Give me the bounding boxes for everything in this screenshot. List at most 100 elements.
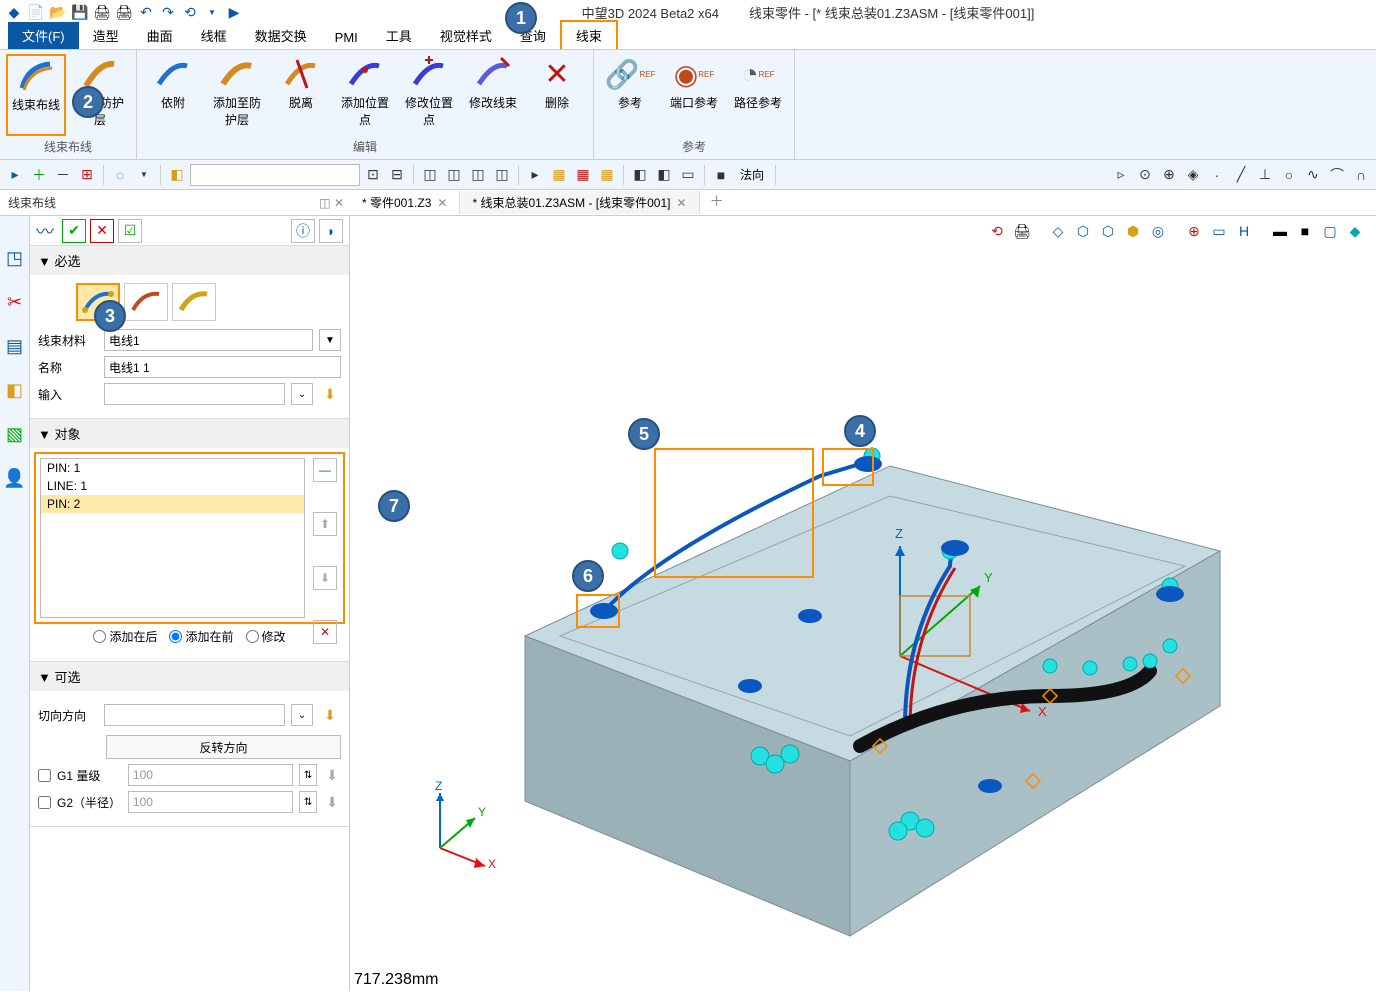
side-scissor-icon[interactable]: ✂ — [3, 290, 27, 314]
lasso-icon[interactable]: ◌ — [109, 164, 131, 186]
redo-icon[interactable]: ↷ — [158, 2, 178, 22]
tab-modeling[interactable]: 造型 — [79, 22, 133, 49]
apply-button[interactable]: ☑ — [118, 219, 142, 243]
tab-exchange[interactable]: 数据交换 — [241, 22, 321, 49]
tab-surface[interactable]: 曲面 — [133, 22, 187, 49]
radio-modify[interactable]: 修改 — [246, 628, 286, 645]
g2-extra-icon[interactable]: ⬇ — [323, 791, 341, 813]
print-setup-icon[interactable]: 🖨 — [114, 2, 134, 22]
r3-icon[interactable]: ⊕ — [1158, 164, 1180, 186]
input-expand[interactable]: ⌄ — [291, 383, 313, 405]
material-dropdown[interactable]: ▼ — [319, 329, 341, 351]
side-box-icon[interactable]: ◧ — [3, 378, 27, 402]
side-layers-icon[interactable]: ▤ — [3, 334, 27, 358]
t6-icon[interactable]: ◫ — [491, 164, 513, 186]
select-icon[interactable]: ▸ — [4, 164, 26, 186]
vp-h-icon[interactable]: H — [1233, 220, 1255, 242]
side-cube-icon[interactable]: ◳ — [3, 246, 27, 270]
material-input[interactable] — [104, 329, 313, 351]
r11-icon[interactable]: ∩ — [1350, 164, 1372, 186]
tab-harness[interactable]: 线束 — [560, 20, 618, 49]
reverse-button[interactable]: 反转方向 — [106, 735, 341, 759]
vp-screen-icon[interactable]: ▬ — [1269, 220, 1291, 242]
g1-extra-icon[interactable]: ⬇ — [323, 764, 341, 786]
btn-port-ref[interactable]: ◉REF端口参考 — [664, 54, 724, 136]
name-input[interactable] — [104, 356, 341, 378]
close-icon[interactable]: ✕ — [437, 196, 447, 210]
clear-button[interactable]: ✕ — [313, 620, 337, 644]
tab-file[interactable]: 文件(F) — [8, 22, 79, 49]
btn-add-cover[interactable]: 添加至防护层 — [207, 54, 267, 136]
list-item[interactable]: PIN: 2 — [41, 495, 304, 513]
filter-combo[interactable] — [190, 164, 360, 186]
ok-button[interactable]: ✔ — [62, 219, 86, 243]
close-icon[interactable]: ✕ — [677, 196, 687, 210]
vp-win-icon[interactable]: ▭ — [1208, 220, 1230, 242]
vp-cube1-icon[interactable]: ⬡ — [1072, 220, 1094, 242]
cancel-button[interactable]: ✕ — [90, 219, 114, 243]
open-icon[interactable]: 📂 — [48, 2, 68, 22]
tab-wireframe[interactable]: 线框 — [187, 22, 241, 49]
print-icon[interactable]: 🖨 — [92, 2, 112, 22]
t5-icon[interactable]: ◫ — [467, 164, 489, 186]
tangent-pick-icon[interactable]: ⬇ — [319, 704, 341, 726]
vp-blue-icon[interactable]: ▢ — [1319, 220, 1341, 242]
r10-icon[interactable]: ⌒ — [1326, 164, 1348, 186]
tangent-expand[interactable]: ⌄ — [291, 704, 313, 726]
btn-attach[interactable]: 依附 — [143, 54, 203, 136]
vp-cube3-icon[interactable]: ⬢ — [1122, 220, 1144, 242]
minus-icon[interactable]: － — [52, 164, 74, 186]
tab-pmi[interactable]: PMI — [321, 26, 372, 49]
t13-icon[interactable]: ▭ — [677, 164, 699, 186]
t9-icon[interactable]: ▦ — [572, 164, 594, 186]
save-icon[interactable]: 💾 — [70, 2, 90, 22]
new-icon[interactable]: 📄 — [26, 2, 46, 22]
t2-icon[interactable]: ⊟ — [386, 164, 408, 186]
vp-plane-icon[interactable]: ◇ — [1047, 220, 1069, 242]
tab-visual[interactable]: 视觉样式 — [426, 22, 506, 49]
input-pick-icon[interactable]: ⬇ — [319, 383, 341, 405]
r7-icon[interactable]: ⊥ — [1254, 164, 1276, 186]
vp-black-icon[interactable]: ■ — [1294, 220, 1316, 242]
object-list[interactable]: PIN: 1 LINE: 1 PIN: 2 — [40, 458, 305, 618]
play-icon[interactable]: ▶ — [224, 2, 244, 22]
side-user-icon[interactable]: 👤 — [3, 466, 27, 490]
doc-tab-part[interactable]: * 零件001.Z3 ✕ — [350, 191, 460, 214]
mode-bundle[interactable] — [124, 283, 168, 321]
plus-icon[interactable]: ＋ — [28, 164, 50, 186]
down-button[interactable]: ⬇ — [313, 566, 337, 590]
section-head-optional[interactable]: ▼ 可选 — [30, 662, 349, 691]
g2-input[interactable] — [128, 791, 293, 813]
t10-icon[interactable]: ▦ — [596, 164, 618, 186]
vp-home-icon[interactable]: ⟲ — [986, 220, 1008, 242]
t1-icon[interactable]: ⊡ — [362, 164, 384, 186]
new-tab-button[interactable]: ＋ — [700, 191, 734, 214]
dd-icon[interactable]: ▼ — [202, 2, 222, 22]
g1-spinner[interactable]: ⇅ — [299, 764, 317, 786]
viewport-3d[interactable]: ⟲ 🖨 ◇ ⬡ ⬡ ⬢ ◎ ⊕ ▭ H ▬ ■ ▢ ◆ — [350, 216, 1376, 991]
btn-delete[interactable]: ✕删除 — [527, 54, 587, 136]
r5-icon[interactable]: · — [1206, 164, 1228, 186]
t4-icon[interactable]: ◫ — [443, 164, 465, 186]
pin-button[interactable]: ◗ — [319, 219, 343, 243]
info-button[interactable]: ⓘ — [291, 219, 315, 243]
radio-before[interactable]: 添加在前 — [169, 628, 233, 645]
g2-spinner[interactable]: ⇅ — [299, 791, 317, 813]
btn-ref[interactable]: 🔗REF参考 — [600, 54, 660, 136]
vp-cube2-icon[interactable]: ⬡ — [1097, 220, 1119, 242]
r9-icon[interactable]: ∿ — [1302, 164, 1324, 186]
r1-icon[interactable]: ▹ — [1110, 164, 1132, 186]
g1-input[interactable] — [128, 764, 293, 786]
t3-icon[interactable]: ◫ — [419, 164, 441, 186]
undo-icon[interactable]: ↶ — [136, 2, 156, 22]
t7-icon[interactable]: ▸ — [524, 164, 546, 186]
vp-print-icon[interactable]: 🖨 — [1011, 220, 1033, 242]
up-button[interactable]: ⬆ — [313, 512, 337, 536]
cube-icon[interactable]: ◧ — [166, 164, 188, 186]
radio-after[interactable]: 添加在后 — [93, 628, 157, 645]
doc-tab-asm[interactable]: * 线束总装01.Z3ASM - [线束零件001] ✕ — [460, 191, 699, 214]
dd2-icon[interactable]: ▼ — [133, 164, 155, 186]
r6-icon[interactable]: ╱ — [1230, 164, 1252, 186]
r8-icon[interactable]: ○ — [1278, 164, 1300, 186]
btn-harness-route[interactable]: 线束布线 — [6, 54, 66, 136]
